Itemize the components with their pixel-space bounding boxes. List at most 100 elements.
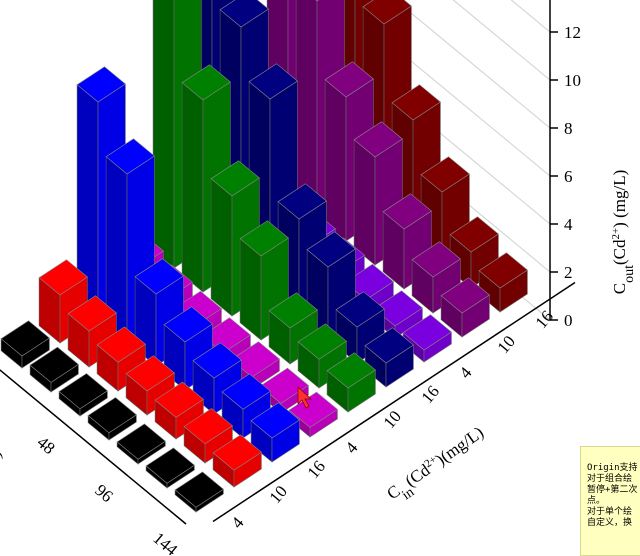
- time-tick-label: 48: [33, 433, 58, 458]
- z-title-part: C: [610, 283, 629, 294]
- cin-axis-title: Cin(Cd2+)(mg/L): [383, 423, 491, 510]
- bar: [174, 471, 224, 513]
- bar-top: [420, 156, 470, 193]
- bar-top: [134, 258, 184, 295]
- time-axis: [0, 369, 187, 525]
- bar: [154, 381, 204, 440]
- tooltip-line: 对于组合绘: [587, 474, 633, 484]
- bar-top: [402, 314, 452, 351]
- z-tick-label: 0: [564, 311, 573, 330]
- mouse-cursor: [297, 386, 313, 409]
- tooltip-line: Origin支持: [587, 463, 638, 473]
- bar-top: [239, 220, 289, 257]
- bar: [0, 320, 50, 369]
- tooltip-line: 点。: [587, 496, 606, 506]
- bar: [212, 434, 262, 488]
- bar: [87, 397, 137, 441]
- tooltip: Origin支持 对于组合绘 暂停+第二次 点。 对于单个绘 自定义，换: [580, 446, 640, 556]
- bar-top: [105, 138, 155, 175]
- z-tick-label: 8: [564, 119, 573, 138]
- bar-top: [478, 252, 528, 289]
- bar: [221, 373, 271, 439]
- bar-top: [364, 327, 414, 364]
- bar-top: [248, 63, 298, 100]
- bar-top: [116, 423, 166, 460]
- cin-tick-label: 4: [342, 438, 362, 457]
- bar: [96, 326, 146, 392]
- bar: [478, 252, 528, 313]
- bar-side: [239, 238, 262, 341]
- bar: [145, 447, 195, 489]
- bar-top: [221, 373, 271, 410]
- z-title-part: 2+: [610, 228, 622, 240]
- cin-tick-label: 10: [380, 407, 405, 432]
- z-tick-label: 4: [564, 215, 573, 234]
- bar: [440, 277, 490, 338]
- bar-side: [181, 82, 204, 293]
- bar-top: [268, 292, 318, 329]
- bar: [67, 295, 117, 368]
- bar: [38, 259, 88, 344]
- bar-top: [306, 231, 356, 268]
- bar-side: [210, 178, 233, 317]
- bar-top: [219, 0, 269, 28]
- tooltip-line: 暂停+第二次: [587, 485, 638, 495]
- bar: [297, 323, 347, 389]
- cin-tick-label: 16: [304, 457, 329, 482]
- bar-top: [315, 0, 320, 2]
- bar-top: [449, 216, 499, 253]
- bar-top: [324, 61, 374, 98]
- bar-top: [87, 397, 137, 434]
- bar-top: [250, 402, 300, 439]
- bar: [326, 352, 376, 413]
- bar-top: [192, 342, 242, 379]
- cin-axis: [212, 281, 576, 523]
- bar-side: [324, 79, 347, 242]
- bar-top: [0, 320, 50, 357]
- bar-top: [212, 434, 262, 471]
- bar-top: [154, 381, 204, 418]
- z-axis-title: Cout(Cd2+) (mg/L): [610, 170, 637, 295]
- z-tick-label: 12: [564, 23, 581, 42]
- z-title-part: (Cd: [610, 239, 629, 265]
- bar: [268, 292, 318, 365]
- bar-top: [277, 183, 327, 220]
- bar-top: [163, 306, 213, 343]
- bar-side: [353, 139, 376, 266]
- bar-top: [210, 160, 260, 197]
- bar-top: [353, 121, 403, 158]
- bar-top: [76, 66, 126, 103]
- grid-line: [452, 0, 551, 81]
- cin-title-part: 2+: [422, 454, 438, 471]
- bar-top: [362, 0, 412, 25]
- cin-tick-label: 10: [266, 482, 291, 507]
- bar-top: [38, 259, 88, 296]
- bar: [364, 327, 414, 388]
- bar-top: [335, 291, 385, 328]
- z-tick-label: 2: [564, 263, 573, 282]
- bar: [250, 402, 300, 463]
- cin-tick-label: 16: [418, 382, 443, 407]
- bar-top: [145, 447, 195, 484]
- z-tick-label: 6: [564, 167, 573, 186]
- bar-top: [58, 373, 108, 410]
- bar: [116, 423, 166, 465]
- tooltip-line: 自定义，换: [587, 518, 633, 528]
- bar-top: [326, 352, 376, 389]
- time-tick-label: 96: [91, 481, 116, 506]
- bar-top: [29, 346, 79, 383]
- bar: [192, 342, 242, 415]
- bar-side: [152, 0, 175, 269]
- cin-tick-label: 10: [494, 332, 519, 357]
- bar-top: [183, 408, 233, 445]
- bar-top: [181, 64, 231, 101]
- z-title-part: out: [622, 265, 637, 283]
- cin-tick-label: 4: [228, 513, 248, 532]
- bar-top: [382, 193, 432, 230]
- bar-top: [288, 391, 338, 428]
- z-title-part: ) (mg/L): [610, 170, 629, 228]
- time-axis-title: (h): [0, 445, 5, 472]
- bar-top: [174, 471, 224, 508]
